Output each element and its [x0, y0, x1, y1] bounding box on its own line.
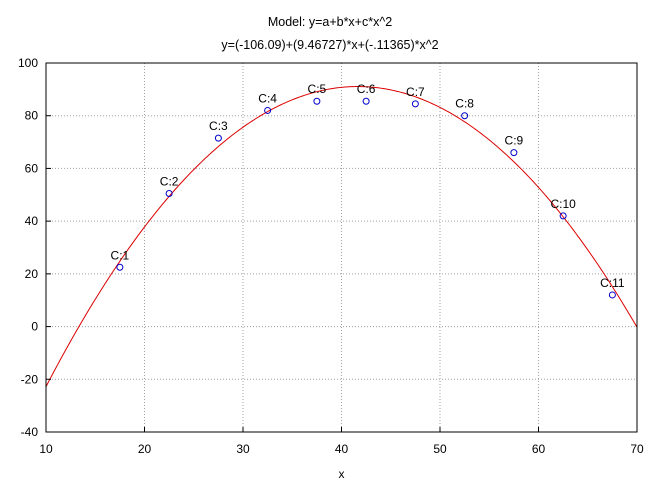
data-point: [116, 263, 124, 271]
data-point: [608, 291, 616, 299]
y-tick-label: 60: [25, 161, 39, 175]
x-tick-label: 10: [39, 442, 53, 456]
data-point: [411, 100, 419, 108]
x-tick-label: 30: [236, 442, 250, 456]
point-label: C:8: [455, 97, 474, 111]
y-tick-label: 20: [25, 267, 39, 281]
y-tick-label: 0: [31, 320, 38, 334]
data-point: [362, 97, 370, 105]
point-label: C:9: [505, 134, 524, 148]
x-tick-label: 20: [138, 442, 152, 456]
x-tick-label: 60: [532, 442, 546, 456]
data-point: [165, 189, 173, 197]
chart-title: Model: y=a+b*x+c*x^2: [267, 15, 393, 29]
point-label: C:6: [357, 82, 376, 96]
data-points: C:1 C:2 C:3 C:4 C:5 C:6 C:7 C:8 C:9 C:10 C:11: [111, 82, 625, 299]
data-point: [264, 106, 272, 114]
y-tick-label: 100: [18, 56, 38, 70]
data-point: [461, 112, 469, 120]
grid-lines: [46, 63, 637, 432]
x-axis-ticks: 10 20 30 40 50 60 70: [39, 427, 644, 456]
x-tick-label: 40: [335, 442, 349, 456]
data-point: [214, 134, 222, 142]
point-label: C:7: [406, 85, 425, 99]
point-label: C:5: [308, 82, 327, 96]
chart-subtitle: y=(-106.09)+(9.46727)*x+(-.11365)*x^2: [221, 38, 439, 52]
y-tick-label: 80: [25, 109, 39, 123]
y-axis-ticks: -40 -20 0 20 40 60 80 100: [18, 56, 51, 439]
fit-curve: [45, 86, 638, 387]
point-label: C:2: [160, 174, 179, 188]
x-tick-label: 50: [433, 442, 447, 456]
plot-frame: [45, 62, 638, 433]
point-label: C:11: [600, 276, 625, 290]
data-point: [313, 97, 321, 105]
y-tick-label: -40: [21, 425, 39, 439]
x-axis-label: x: [339, 467, 345, 481]
point-label: C:1: [111, 248, 130, 262]
x-tick-label: 70: [630, 442, 644, 456]
point-label: C:4: [258, 91, 277, 105]
point-label: C:3: [209, 119, 228, 133]
y-tick-label: 40: [25, 214, 39, 228]
y-tick-label: -20: [21, 372, 39, 386]
data-point: [559, 212, 567, 220]
data-point: [510, 149, 518, 157]
point-label: C:10: [550, 197, 576, 211]
